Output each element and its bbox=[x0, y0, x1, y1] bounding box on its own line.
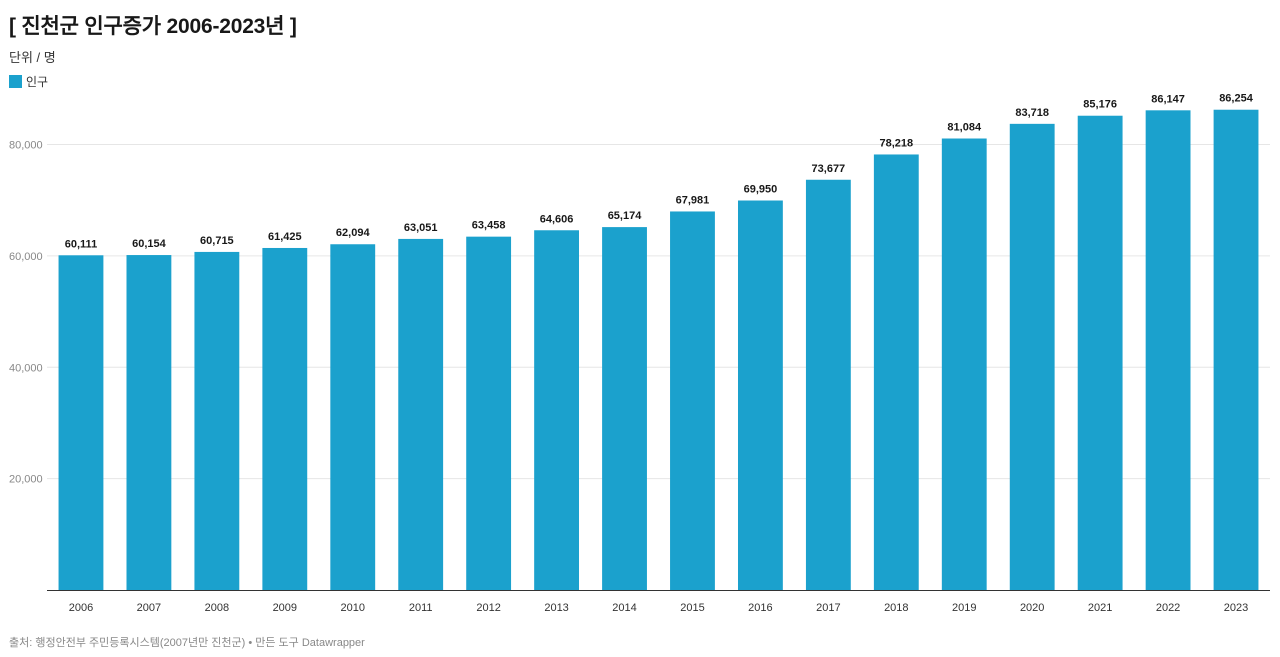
bar-chart: 60,111 60,154 60,715 61,425 62,094 63,051 63,4… bbox=[9, 93, 1270, 614]
x-tick-label: 2017 bbox=[816, 602, 840, 614]
x-tick-label: 2011 bbox=[409, 602, 433, 614]
data-label: 69,950 bbox=[744, 184, 778, 196]
x-tick-label: 2006 bbox=[69, 602, 93, 614]
data-label: 67,981 bbox=[676, 194, 710, 206]
data-label: 63,458 bbox=[472, 220, 506, 232]
source-note: 출처: 행정안전부 주민등록시스템(2007년만 진천군) • 만든 도구 Da… bbox=[9, 637, 365, 649]
data-label: 86,254 bbox=[1219, 93, 1254, 105]
bar bbox=[398, 238, 444, 590]
data-label: 64,606 bbox=[540, 213, 574, 225]
bars bbox=[58, 109, 1259, 591]
y-tick-label: 60,000 bbox=[9, 251, 43, 263]
gridlines bbox=[47, 144, 1270, 480]
bar bbox=[873, 154, 919, 590]
data-label: 62,094 bbox=[336, 227, 371, 239]
x-tick-label: 2013 bbox=[544, 602, 568, 614]
bar bbox=[1145, 110, 1191, 590]
x-tick-label: 2021 bbox=[1088, 602, 1112, 614]
bar bbox=[466, 236, 512, 591]
bar bbox=[805, 179, 851, 591]
x-tick-label: 2023 bbox=[1224, 602, 1248, 614]
data-label: 60,111 bbox=[65, 238, 97, 250]
data-label: 83,718 bbox=[1015, 107, 1049, 119]
bar bbox=[1077, 115, 1123, 590]
data-label: 60,715 bbox=[200, 235, 234, 247]
data-label: 85,176 bbox=[1083, 99, 1117, 111]
x-tick-label: 2020 bbox=[1020, 602, 1044, 614]
legend-label: 인구 bbox=[26, 75, 49, 89]
data-label: 73,677 bbox=[812, 163, 846, 175]
data-label: 81,084 bbox=[947, 122, 982, 134]
bar bbox=[737, 200, 783, 590]
x-tick-label: 2019 bbox=[952, 602, 976, 614]
x-tick-label: 2007 bbox=[137, 602, 161, 614]
x-tick-label: 2012 bbox=[476, 602, 500, 614]
x-tick-label: 2022 bbox=[1156, 602, 1180, 614]
bar bbox=[262, 247, 308, 590]
x-tick-label: 2018 bbox=[884, 602, 908, 614]
bar bbox=[941, 138, 987, 590]
y-tick-label: 40,000 bbox=[9, 362, 43, 374]
bar bbox=[534, 230, 580, 591]
x-tick-label: 2009 bbox=[273, 602, 297, 614]
data-label: 86,147 bbox=[1151, 93, 1185, 105]
x-tick-label: 2016 bbox=[748, 602, 772, 614]
data-label: 63,051 bbox=[404, 222, 438, 234]
y-tick-label: 20,000 bbox=[9, 474, 43, 486]
x-tick-label: 2010 bbox=[341, 602, 365, 614]
x-tick-label: 2008 bbox=[205, 602, 229, 614]
bar bbox=[1009, 123, 1055, 590]
axes: 20,000 40,000 60,000 80,000 2006 2007 2008 2009… bbox=[9, 140, 1270, 614]
x-tick-label: 2015 bbox=[680, 602, 704, 614]
y-tick-label: 80,000 bbox=[9, 140, 43, 152]
bar bbox=[670, 211, 715, 591]
bar bbox=[194, 251, 240, 590]
x-tick-label: 2014 bbox=[612, 602, 636, 614]
bar bbox=[602, 227, 647, 591]
data-label: 65,174 bbox=[608, 210, 643, 222]
data-label: 61,425 bbox=[268, 231, 302, 243]
chart-title: [ 진천군 인구증가 2006-2023년 ] bbox=[9, 15, 297, 38]
chart-subtitle: 단위 / 명 bbox=[9, 50, 56, 65]
legend: 인구 bbox=[9, 73, 48, 90]
legend-swatch bbox=[9, 75, 22, 88]
data-label: 60,154 bbox=[132, 238, 167, 250]
bar bbox=[58, 255, 104, 590]
data-labels: 60,111 60,154 60,715 61,425 62,094 63,051 63,4… bbox=[65, 93, 1254, 251]
bar bbox=[1213, 109, 1259, 590]
bar bbox=[330, 244, 376, 590]
data-label: 78,218 bbox=[879, 137, 913, 149]
bar bbox=[126, 255, 172, 591]
